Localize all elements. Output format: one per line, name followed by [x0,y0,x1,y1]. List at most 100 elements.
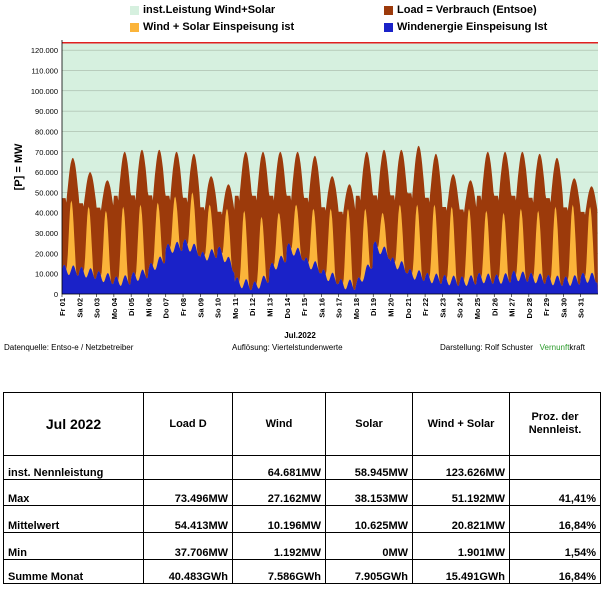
legend-item-wind: Windenergie Einspeisung Ist [384,21,547,33]
table-row: Summe Monat 40.483GWh 7.586GWh 7.905GWh … [3,559,601,584]
x-tick-label: Mo 25 [473,298,482,319]
table-header: Wind [232,392,326,456]
author-text: Darstellung: Rolf Schuster [440,343,533,352]
legend-label: Load = Verbrauch (Entsoe) [397,4,537,16]
author-note: Darstellung: Rolf Schuster Vernunftkraft [440,343,585,352]
table-cell: 41,41% [509,479,601,506]
y-tick-label: 90.000 [35,107,58,116]
y-tick-label: 120.000 [31,46,58,55]
legend-item-windsolar: Wind + Solar Einspeisung ist [130,21,294,33]
x-tick-label: Di 12 [248,298,257,316]
table-header: Load D [143,392,233,456]
x-tick-label: Fr 15 [300,298,309,316]
table-row: inst. Nennleistung 64.681MW 58.945MW 123… [3,455,601,480]
table-cell: 7.586GWh [232,559,326,584]
legend-label: inst.Leistung Wind+Solar [143,4,276,16]
y-tick-label: 20.000 [35,249,58,258]
x-tick-label: Mi 27 [508,298,517,317]
table-header: Proz. der Nennleist. [509,392,601,456]
x-tick-label: Sa 16 [317,298,326,318]
y-tick-label: 80.000 [35,127,58,136]
x-tick-label: Mi 13 [265,298,274,317]
x-tick-label: Di 05 [127,298,136,316]
source-note: Datenquelle: Entso-e / Netzbetreiber [4,343,134,352]
x-tick-label: Mi 20 [387,298,396,317]
table-cell: Max [3,479,144,506]
table-cell: Summe Monat [3,559,144,584]
table-row: Min 37.706MW 1.192MW 0MW 1.901MW 1,54% [3,532,601,560]
x-tick-label: Mi 06 [144,298,153,317]
table-cell: 123.626MW [412,455,510,480]
y-tick-label: 0 [54,290,58,299]
y-tick-label: 30.000 [35,229,58,238]
x-tick-label: Do 28 [525,298,534,318]
table-row: Mittelwert 54.413MW 10.196MW 10.625MW 20… [3,505,601,533]
legend-item-installed: inst.Leistung Wind+Solar [130,4,275,16]
table-header: Wind + Solar [412,392,510,456]
y-tick-label: 10.000 [35,270,58,279]
table-cell: 1.901MW [412,532,510,560]
brand-a: Vernunft [539,343,570,352]
y-tick-label: 60.000 [35,168,58,177]
table-cell: 38.153MW [325,479,413,506]
x-tick-label: Do 14 [283,297,292,318]
table-cell: 51.192MW [412,479,510,506]
table-cell: 10.196MW [232,505,326,533]
x-tick-label: Sa 09 [196,298,205,318]
table-cell: 20.821MW [412,505,510,533]
chart-legend: inst.Leistung Wind+Solar Load = Verbrauc… [0,0,604,40]
table-cell: 1.192MW [232,532,326,560]
y-axis-label: [P] = MW [13,143,25,190]
x-tick-label: Do 07 [162,298,171,318]
table-cell: 10.625MW [325,505,413,533]
legend-label: Wind + Solar Einspeisung ist [143,21,295,33]
x-tick-label: So 03 [93,298,102,318]
x-tick-label: Mo 11 [231,298,240,319]
table-header: Jul 2022 [3,392,144,456]
legend-swatch [130,22,139,32]
table-row: Max 73.496MW 27.162MW 38.153MW 51.192MW … [3,479,601,506]
power-chart: 0 10.000 20.000 30.000 40.000 50.000 60.000 70.… [13,40,598,340]
x-tick-label: Mo 18 [352,298,361,319]
table-cell: 7.905GWh [325,559,413,584]
x-tick-label: Sa 30 [559,298,568,318]
legend-label: Windenergie Einspeisung Ist [397,21,548,33]
table-cell: 64.681MW [232,455,326,480]
x-tick-label: So 10 [214,298,223,318]
table-cell: 37.706MW [143,532,233,560]
legend-swatch [130,5,139,15]
table-cell: Mittelwert [3,505,144,533]
table-cell [509,455,601,480]
table-cell [143,455,233,480]
x-tick-label: Fr 29 [542,298,551,316]
y-tick-label: 100.000 [31,87,58,96]
x-tick-label: Sa 23 [438,298,447,318]
table-header: Solar [325,392,413,456]
table-cell: 16,84% [509,559,601,584]
table-cell: 16,84% [509,505,601,533]
resolution-note: Auflösung: Viertelstundenwerte [232,343,343,352]
table-cell: 27.162MW [232,479,326,506]
legend-swatch [384,22,393,32]
x-tick-label: So 17 [335,298,344,318]
table-header-row: Jul 2022 Load D Wind Solar Wind + Solar … [3,392,601,456]
y-tick-label: 40.000 [35,209,58,218]
table-cell: 0MW [325,532,413,560]
table-cell: inst. Nennleistung [3,455,144,480]
y-tick-label: 70.000 [35,148,58,157]
y-tick-label: 110.000 [31,66,58,75]
table-cell: Min [3,532,144,560]
x-tick-label: Mo 04 [110,297,119,319]
x-tick-label: Di 26 [490,298,499,316]
x-tick-label: Do 21 [404,298,413,318]
legend-item-load: Load = Verbrauch (Entsoe) [384,4,537,16]
table-cell: 40.483GWh [143,559,233,584]
x-tick-label: Sa 02 [75,298,84,318]
x-tick-label: Di 19 [369,298,378,316]
x-tick-label: Fr 22 [421,298,430,316]
x-axis-label: Jul.2022 [284,331,316,340]
table-cell: 58.945MW [325,455,413,480]
table-cell: 1,54% [509,532,601,560]
x-tick-label: So 31 [577,298,586,318]
statistics-table: Jul 2022 Load D Wind Solar Wind + Solar … [3,392,601,584]
